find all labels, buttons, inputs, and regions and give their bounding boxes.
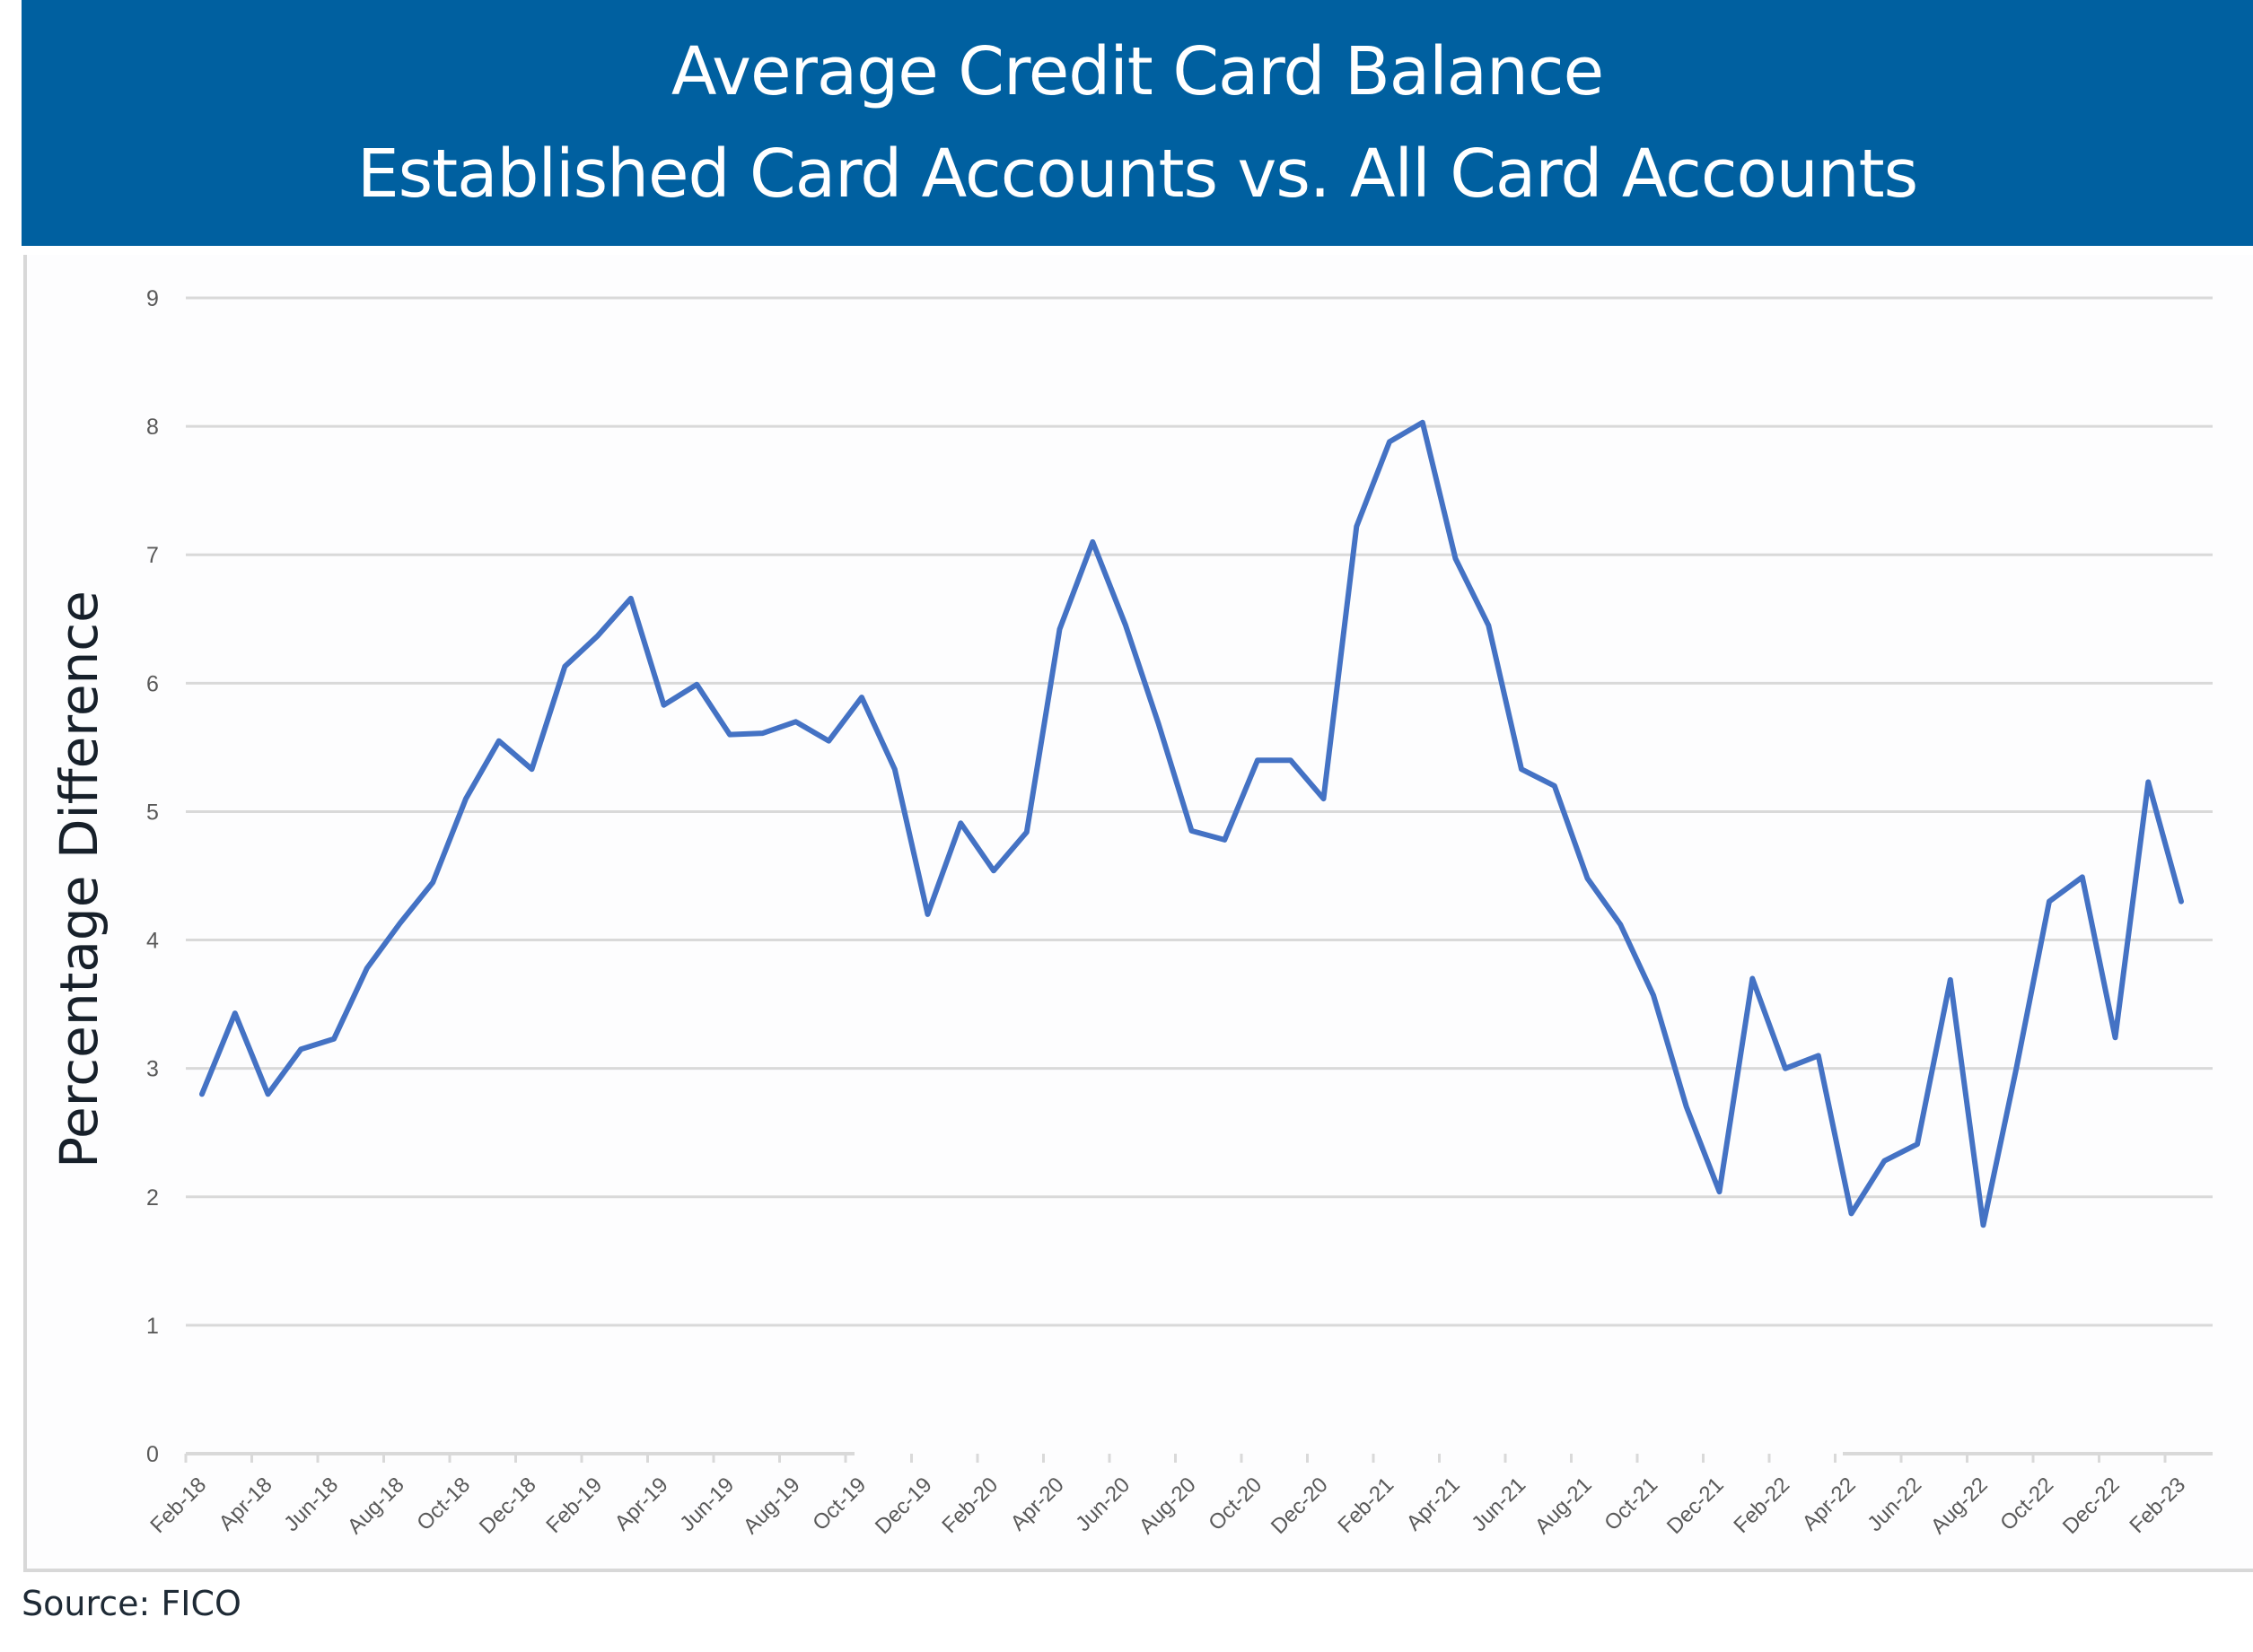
x-tick-label: Jun-22 <box>1863 1473 1926 1536</box>
x-tick-label: Aug-19 <box>739 1473 805 1539</box>
x-tick-label: Jun-19 <box>675 1473 739 1536</box>
x-tick-label: Apr-20 <box>1006 1473 1069 1535</box>
gridlines <box>186 296 2213 1327</box>
y-tick-label: 1 <box>146 1314 159 1339</box>
x-tick-label: Oct-19 <box>808 1473 871 1535</box>
x-tick-label: Apr-21 <box>1402 1473 1465 1535</box>
x-tick-label: Feb-21 <box>1333 1473 1398 1538</box>
x-tick-label: Jun-21 <box>1467 1473 1530 1536</box>
x-tick-label: Oct-18 <box>412 1473 475 1535</box>
y-tick-label: 2 <box>146 1185 159 1211</box>
y-tick-label: 4 <box>146 929 159 954</box>
y-axis-ticks: 0 1 2 3 4 5 6 7 8 9 <box>146 286 159 1467</box>
y-tick-label: 9 <box>146 286 159 311</box>
x-tick-label: Feb-20 <box>937 1473 1003 1538</box>
data-line <box>199 419 2184 1228</box>
x-tick-label: Aug-22 <box>1926 1473 1993 1539</box>
chart-frame <box>23 255 2253 1572</box>
x-tick-label: Dec-18 <box>475 1473 541 1539</box>
y-tick-label: 7 <box>146 543 159 568</box>
x-tick-label: Oct-22 <box>1995 1473 2058 1535</box>
chart-title-line2: Established Card Accounts vs. All Card A… <box>356 135 1918 213</box>
x-tick-label: Oct-21 <box>1600 1473 1662 1535</box>
x-tick-label: Feb-23 <box>2125 1473 2190 1538</box>
y-tick-label: 3 <box>146 1057 159 1082</box>
x-tick-label: Aug-18 <box>343 1473 409 1539</box>
y-tick-label: 8 <box>146 415 159 440</box>
y-tick-label: 0 <box>146 1442 159 1467</box>
y-tick-label: 6 <box>146 671 159 696</box>
x-tick-label: Jun-20 <box>1071 1473 1135 1536</box>
x-tick-label: Feb-18 <box>145 1473 211 1538</box>
x-tick-label: Apr-18 <box>215 1473 277 1535</box>
x-tick-label: Dec-21 <box>1662 1473 1729 1539</box>
x-tick-label: Feb-19 <box>541 1473 607 1538</box>
x-tick-label: Aug-20 <box>1135 1473 1201 1539</box>
x-tick-label: Dec-20 <box>1267 1473 1333 1539</box>
title-banner: Average Credit Card Balance Established … <box>22 0 2253 246</box>
source-note: Source: FICO <box>22 1584 241 1623</box>
x-tick-label: Jun-18 <box>279 1473 343 1536</box>
x-tick-label: Apr-19 <box>610 1473 673 1535</box>
x-tick-label: Apr-22 <box>1798 1473 1861 1535</box>
x-tick-label: Dec-19 <box>871 1473 937 1539</box>
x-tick-label: Aug-21 <box>1530 1473 1597 1539</box>
x-tick-label: Oct-20 <box>1204 1473 1267 1535</box>
x-tick-label: Dec-22 <box>2058 1473 2125 1539</box>
x-tick-label: Feb-22 <box>1729 1473 1794 1538</box>
chart-title-line1: Average Credit Card Balance <box>671 33 1604 110</box>
y-tick-label: 5 <box>146 800 159 825</box>
x-axis-ticks: Feb-18 Apr-18 Jun-18 Aug-18 Oct-18 Dec-18 Feb-… <box>145 1454 2190 1539</box>
